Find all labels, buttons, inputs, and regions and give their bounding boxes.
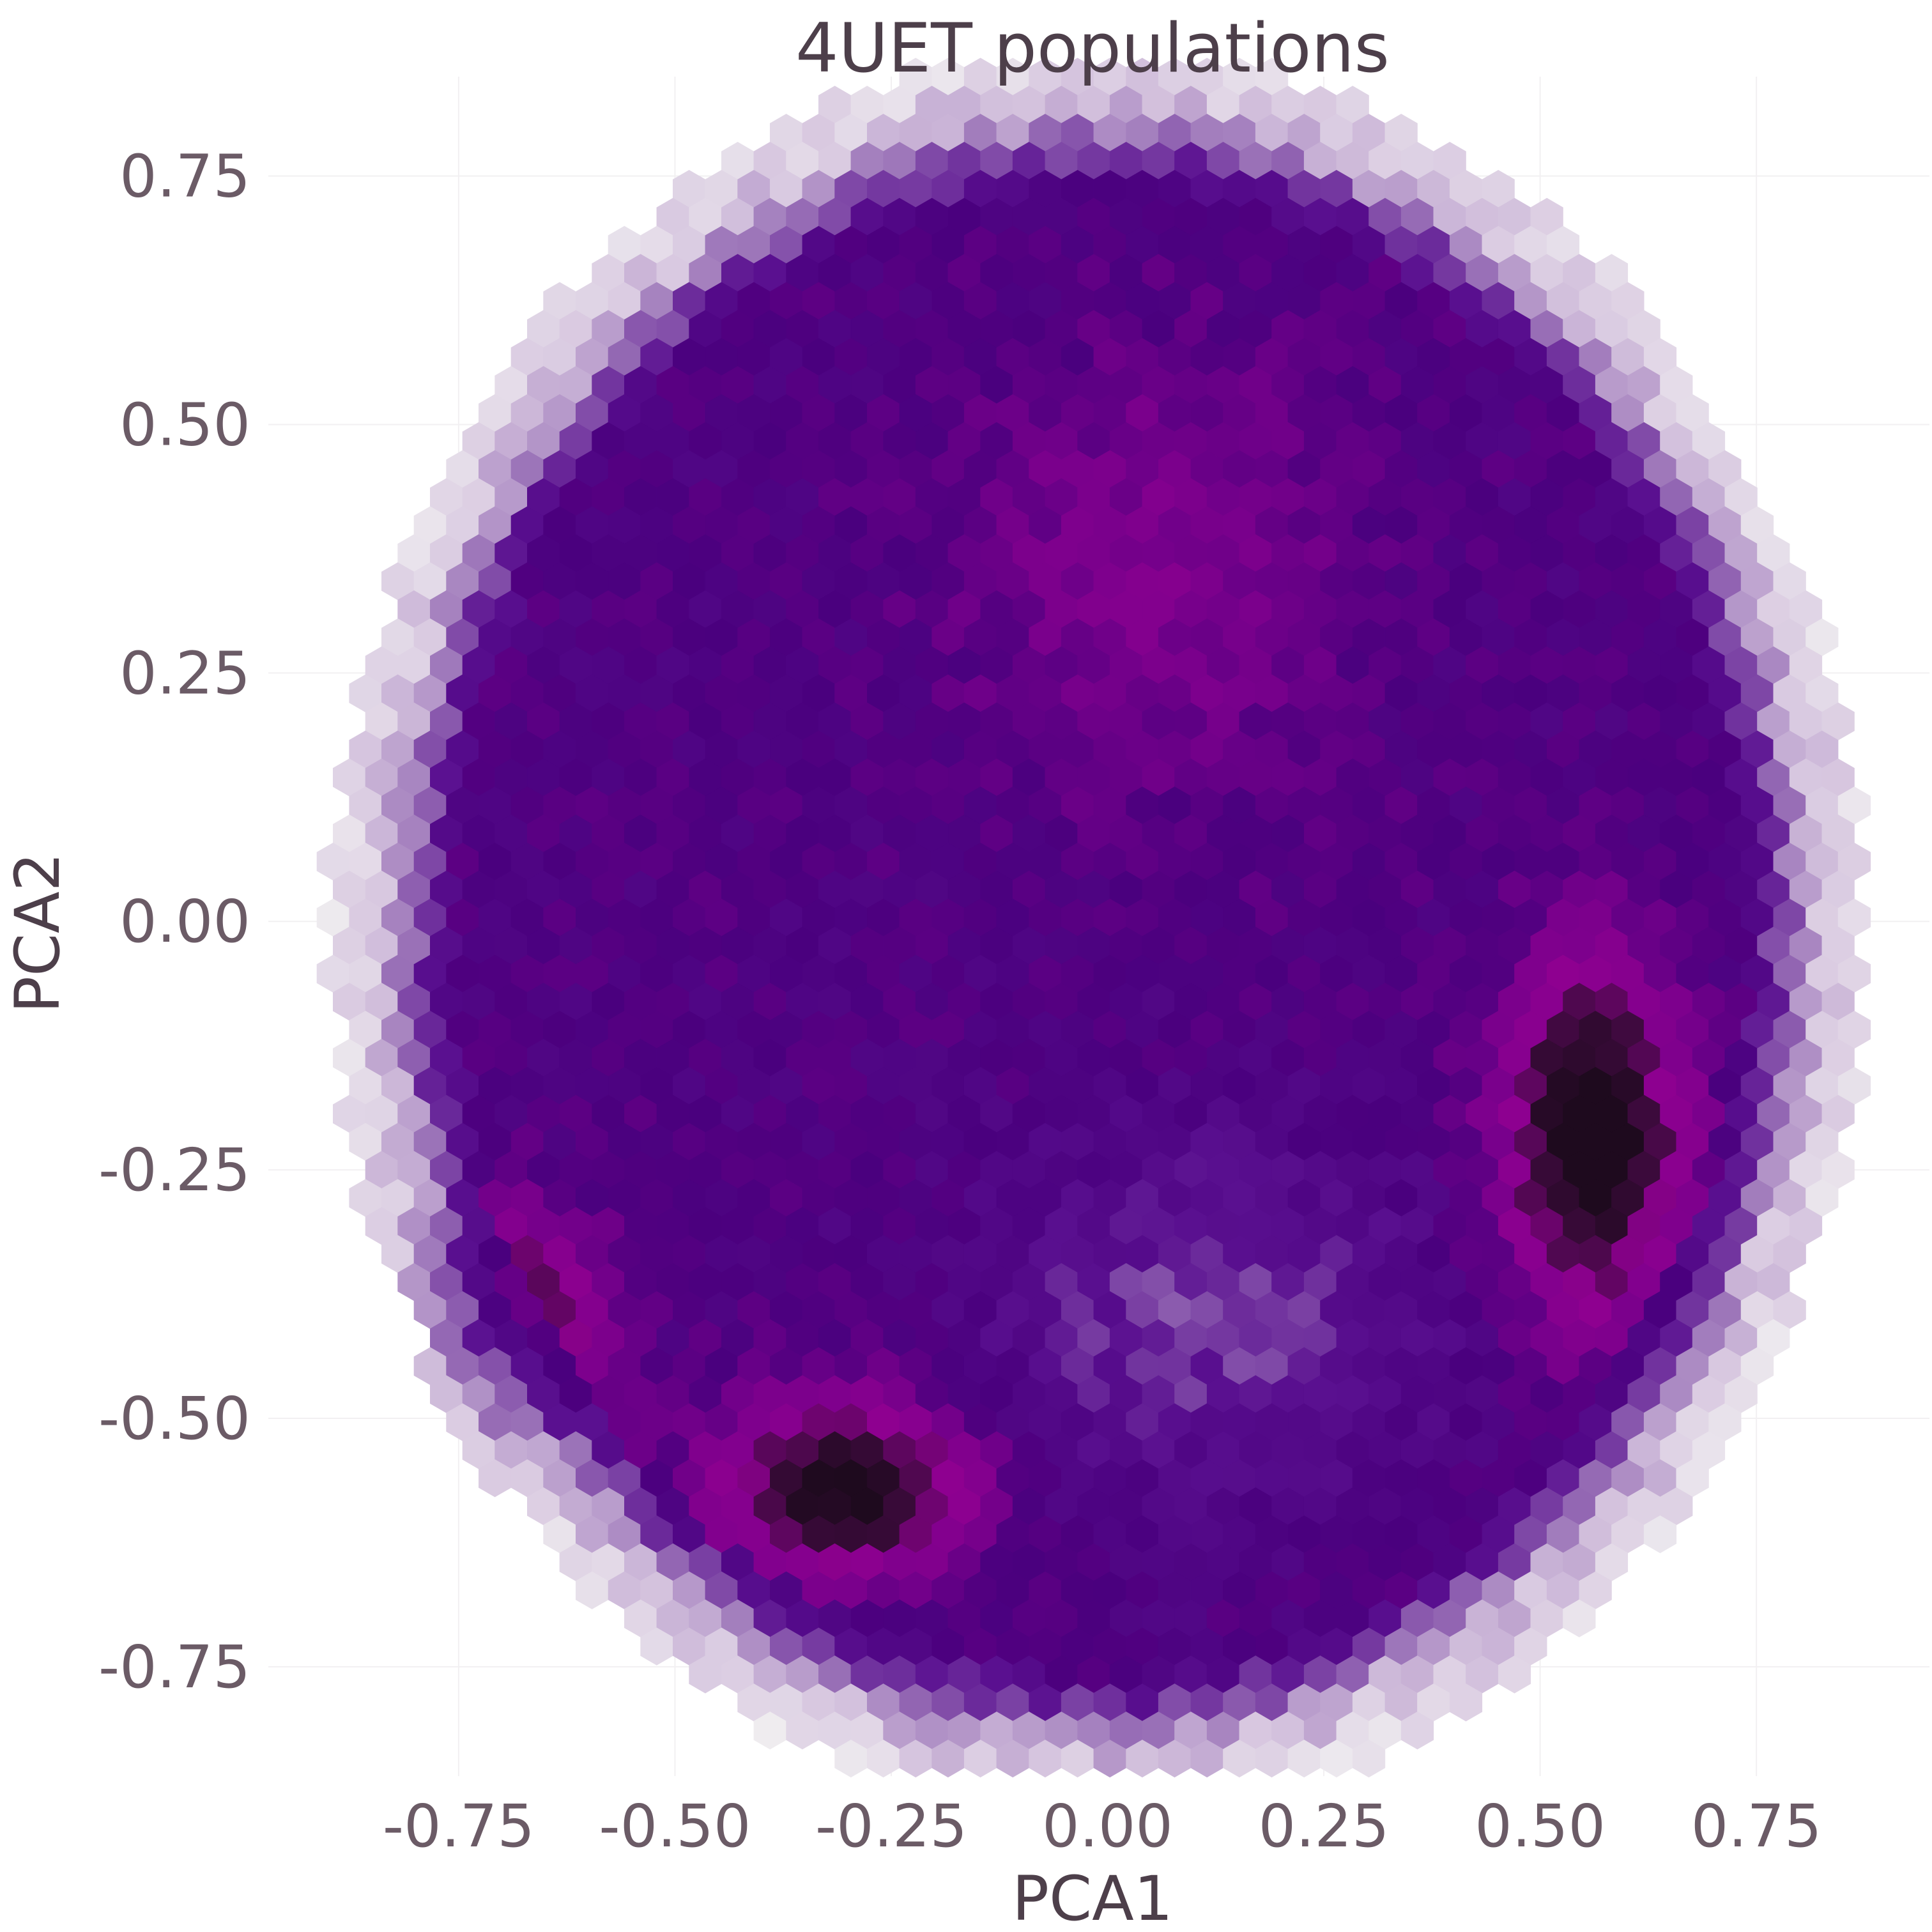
y-tick-label: 0.75 <box>119 142 250 211</box>
y-tick-label: 0.00 <box>119 887 250 956</box>
hexbin-cell <box>1563 1599 1596 1637</box>
x-tick-label: 0.25 <box>1259 1792 1390 1860</box>
y-tick-label: 0.50 <box>119 390 250 459</box>
x-tick-label: 0.75 <box>1691 1792 1822 1860</box>
x-tick-label: -0.25 <box>815 1792 967 1860</box>
y-tick-label: -0.75 <box>98 1633 250 1701</box>
chart-title: 4UET populations <box>795 9 1390 88</box>
x-tick-label: -0.75 <box>383 1792 535 1860</box>
y-tick-label: -0.50 <box>98 1384 250 1453</box>
hexbin-cell <box>1449 1683 1483 1722</box>
x-tick-label: 0.50 <box>1475 1792 1606 1860</box>
x-axis-ticks: -0.75 -0.50 -0.25 0.00 0.25 0.50 0.75 <box>383 1792 1822 1860</box>
y-axis-label: PCA2 <box>2 852 73 1013</box>
x-axis-label: PCA1 <box>1012 1863 1173 1932</box>
hexbin-cell <box>1352 1739 1386 1778</box>
hexbin-cell <box>1498 1655 1531 1694</box>
y-tick-label: 0.25 <box>119 639 250 707</box>
x-tick-label: -0.50 <box>599 1792 751 1860</box>
hexbin-cell <box>1400 1712 1434 1750</box>
x-tick-label: 0.00 <box>1042 1792 1173 1860</box>
hexbin-cells <box>316 57 1871 1778</box>
y-tick-label: -0.25 <box>98 1136 250 1204</box>
hexbin-cell <box>1643 1515 1677 1554</box>
y-axis-ticks: -0.75 -0.50 -0.25 0.00 0.25 0.50 0.75 <box>98 142 250 1701</box>
